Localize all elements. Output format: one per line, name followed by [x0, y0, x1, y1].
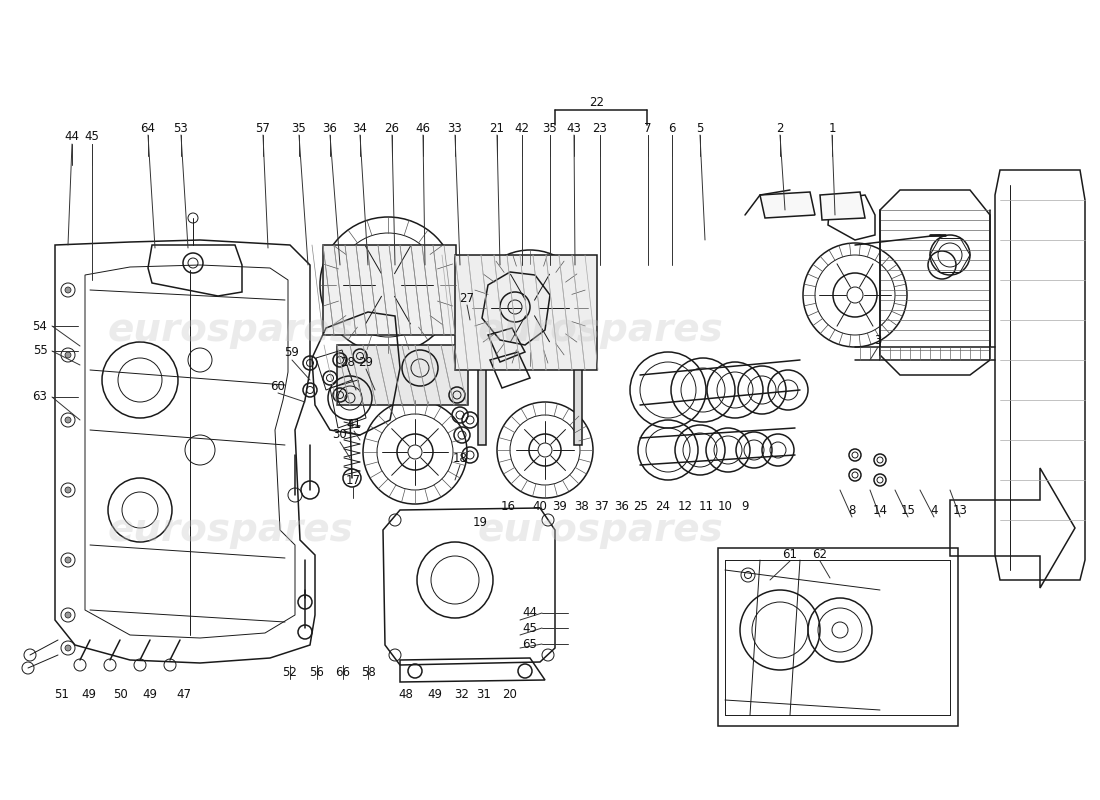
Text: 41: 41 [346, 418, 362, 430]
Text: eurospares: eurospares [107, 311, 353, 349]
Text: 5: 5 [696, 122, 704, 134]
Text: 28: 28 [341, 355, 355, 369]
Text: 47: 47 [176, 689, 191, 702]
Text: 38: 38 [574, 501, 590, 514]
Text: 16: 16 [500, 501, 516, 514]
Text: 9: 9 [741, 501, 749, 514]
Polygon shape [820, 192, 865, 220]
Text: 49: 49 [81, 689, 97, 702]
Text: 3: 3 [874, 334, 882, 346]
Text: 21: 21 [490, 122, 505, 134]
Text: 22: 22 [590, 97, 605, 110]
Text: 56: 56 [309, 666, 324, 678]
Text: 65: 65 [522, 638, 538, 650]
Text: 13: 13 [953, 503, 967, 517]
Text: 4: 4 [931, 503, 937, 517]
Text: 62: 62 [813, 547, 827, 561]
Text: 37: 37 [595, 501, 609, 514]
Text: 61: 61 [782, 547, 797, 561]
Text: 39: 39 [552, 501, 568, 514]
Text: eurospares: eurospares [107, 511, 353, 549]
Text: 48: 48 [398, 689, 414, 702]
Text: 49: 49 [428, 689, 442, 702]
Text: 54: 54 [33, 319, 47, 333]
Text: 26: 26 [385, 122, 399, 134]
Text: 53: 53 [174, 122, 188, 134]
Text: 40: 40 [532, 501, 548, 514]
Text: 25: 25 [634, 501, 648, 514]
Text: 43: 43 [566, 122, 582, 134]
Text: 6: 6 [669, 122, 675, 134]
Text: 35: 35 [542, 122, 558, 134]
Text: 57: 57 [255, 122, 271, 134]
Text: 12: 12 [678, 501, 693, 514]
Text: 20: 20 [503, 689, 517, 702]
Circle shape [65, 645, 72, 651]
Polygon shape [478, 313, 486, 445]
Text: 35: 35 [292, 122, 307, 134]
Text: 29: 29 [359, 355, 374, 369]
Text: 1: 1 [828, 122, 836, 134]
Text: 11: 11 [698, 501, 714, 514]
Text: 18: 18 [452, 451, 468, 465]
Text: 66: 66 [336, 666, 351, 678]
Text: 49: 49 [143, 689, 157, 702]
Text: 44: 44 [522, 606, 538, 619]
Text: 36: 36 [615, 501, 629, 514]
Circle shape [65, 557, 72, 563]
Text: 44: 44 [65, 130, 79, 143]
Text: 60: 60 [271, 379, 285, 393]
Text: 52: 52 [283, 666, 297, 678]
Polygon shape [574, 313, 582, 445]
Polygon shape [760, 192, 815, 218]
Text: 24: 24 [656, 501, 671, 514]
Circle shape [65, 352, 72, 358]
Circle shape [65, 487, 72, 493]
Bar [718, 548, 958, 726]
Text: 15: 15 [901, 503, 915, 517]
Circle shape [65, 612, 72, 618]
Text: 23: 23 [593, 122, 607, 134]
Text: 27: 27 [460, 291, 474, 305]
Text: 42: 42 [515, 122, 529, 134]
Text: 63: 63 [33, 390, 47, 403]
Text: 64: 64 [141, 122, 155, 134]
Text: 7: 7 [645, 122, 651, 134]
Text: 17: 17 [345, 474, 361, 486]
Text: 45: 45 [522, 622, 538, 634]
Text: eurospares: eurospares [477, 511, 723, 549]
Text: 32: 32 [454, 689, 470, 702]
Text: 10: 10 [717, 501, 733, 514]
Text: 14: 14 [872, 503, 888, 517]
Text: 31: 31 [476, 689, 492, 702]
Text: 59: 59 [285, 346, 299, 359]
Text: 34: 34 [353, 122, 367, 134]
Polygon shape [337, 345, 468, 405]
Text: 50: 50 [112, 689, 128, 702]
Text: 58: 58 [361, 666, 375, 678]
Text: 55: 55 [33, 345, 47, 358]
Polygon shape [323, 245, 456, 335]
Text: eurospares: eurospares [477, 311, 723, 349]
Text: 51: 51 [55, 689, 69, 702]
Text: 33: 33 [448, 122, 462, 134]
Text: 45: 45 [85, 130, 99, 143]
Text: 36: 36 [322, 122, 338, 134]
Text: 2: 2 [777, 122, 783, 134]
Text: 46: 46 [416, 122, 430, 134]
Circle shape [65, 417, 72, 423]
Text: 19: 19 [473, 517, 487, 530]
Text: 8: 8 [848, 503, 856, 517]
Text: 30: 30 [332, 429, 348, 442]
Polygon shape [455, 255, 597, 370]
Circle shape [65, 287, 72, 293]
